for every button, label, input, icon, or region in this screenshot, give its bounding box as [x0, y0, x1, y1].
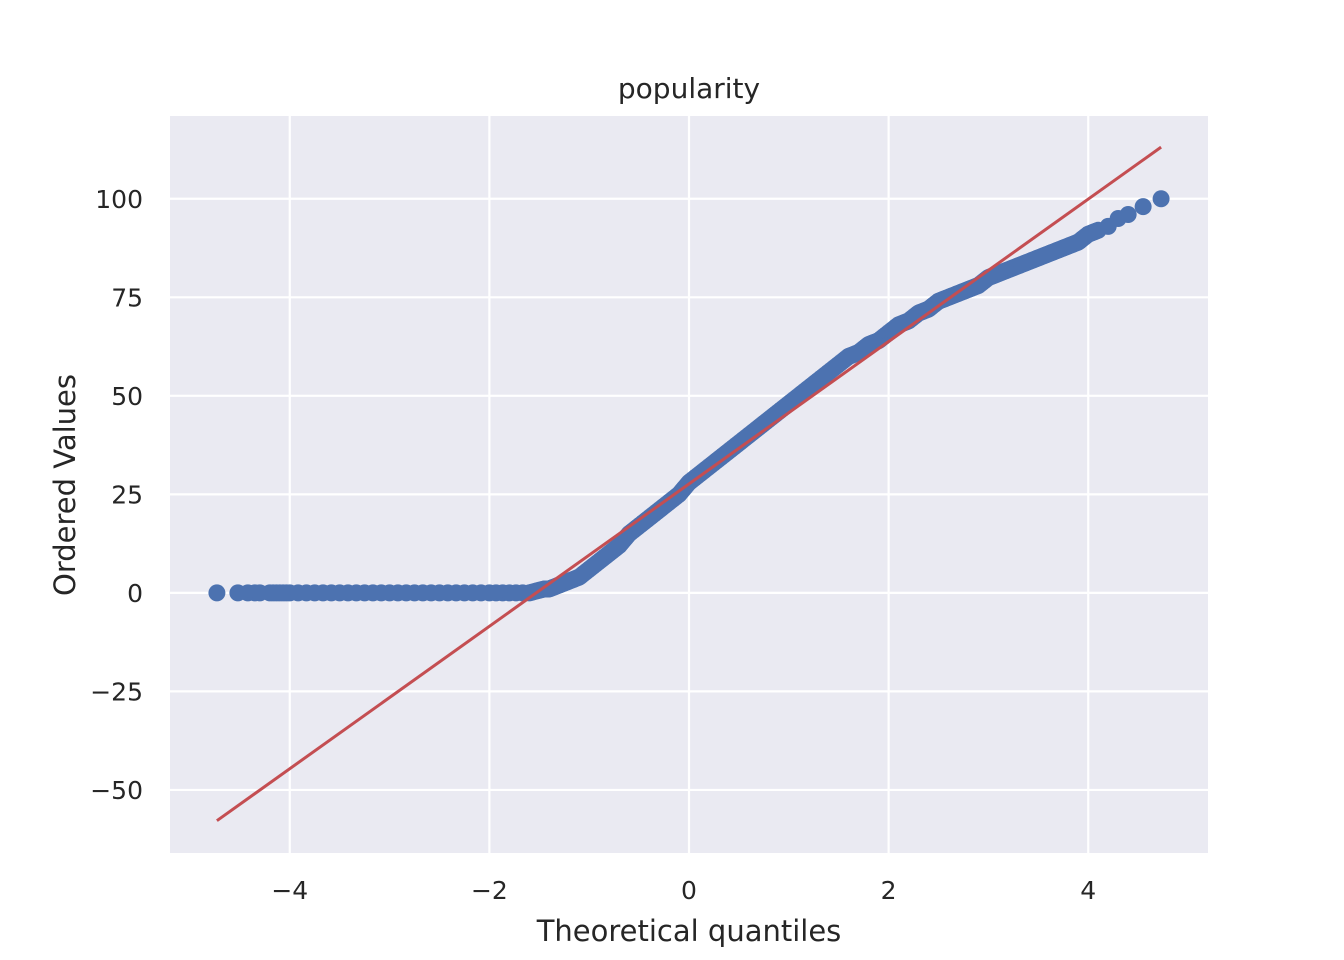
fit-line	[216, 145, 1162, 822]
data-point	[1119, 206, 1137, 224]
x-tick-label: 2	[881, 876, 897, 905]
data-point	[208, 584, 226, 602]
data-points	[208, 190, 1170, 602]
x-tick-label: −4	[271, 876, 308, 905]
y-tick-labels: −50 −25 0 25 50 75 100	[90, 185, 143, 805]
x-tick-labels: −4 −2 0 2 4	[271, 876, 1096, 905]
data-point	[1134, 198, 1152, 216]
y-tick-label: 50	[111, 382, 143, 411]
y-tick-label: 75	[111, 283, 143, 312]
y-tick-label: 100	[95, 185, 143, 214]
y-tick-label: −25	[90, 677, 143, 706]
chart-title: popularity	[618, 72, 760, 105]
y-tick-label: 25	[111, 480, 143, 509]
x-tick-label: −2	[471, 876, 508, 905]
fit-line-group	[216, 145, 1162, 822]
x-axis-label: Theoretical quantiles	[536, 914, 842, 948]
y-tick-label: 0	[127, 579, 143, 608]
y-axis-label: Ordered Values	[48, 374, 82, 596]
data-point	[1152, 190, 1170, 208]
x-tick-label: 4	[1080, 876, 1096, 905]
y-tick-label: −50	[90, 776, 143, 805]
x-tick-label: 0	[681, 876, 697, 905]
